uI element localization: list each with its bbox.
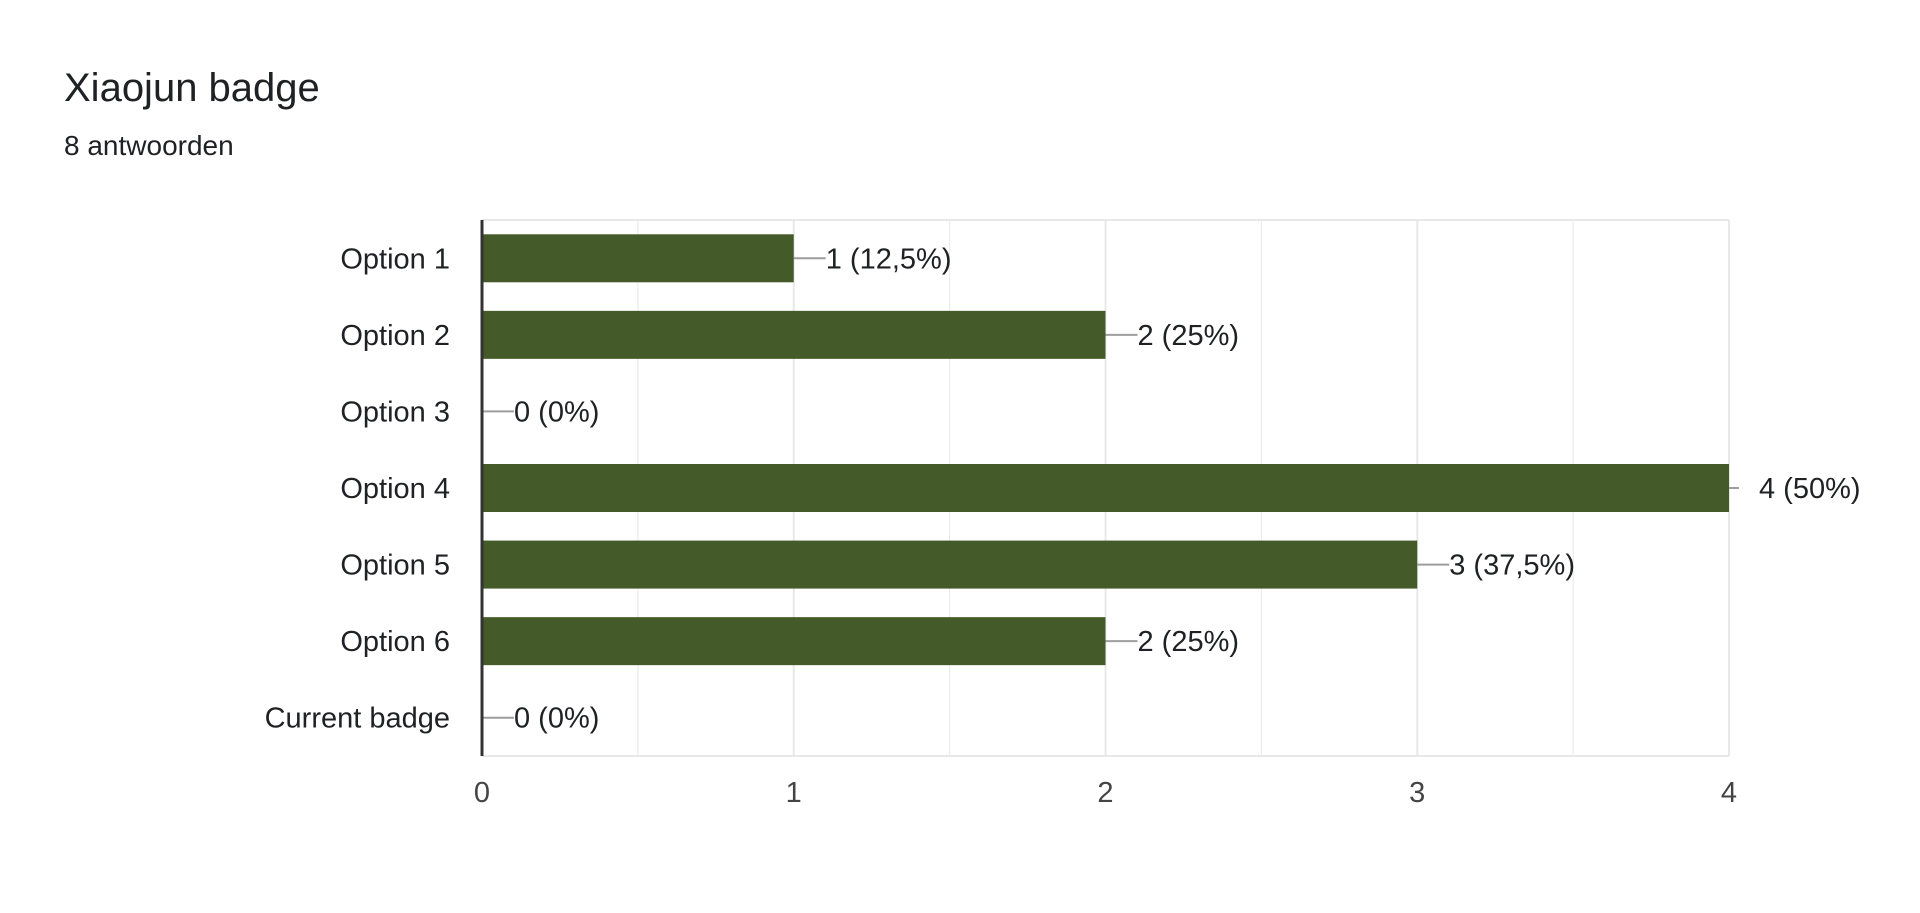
bar[interactable] (482, 540, 1418, 589)
x-tick-label: 3 (1409, 777, 1425, 809)
category-label: Option 5 (340, 550, 450, 582)
data-label: 2 (25%) (1138, 320, 1240, 352)
x-tick-label: 1 (786, 777, 802, 809)
category-label: Option 4 (340, 473, 450, 505)
data-label: 2 (25%) (1138, 626, 1240, 658)
category-label: Option 2 (340, 320, 450, 352)
bar[interactable] (482, 234, 794, 283)
x-tick-label: 0 (474, 777, 490, 809)
axes (480, 220, 1739, 756)
data-label: 4 (50%) (1759, 473, 1861, 505)
data-label: 0 (0%) (514, 396, 599, 428)
category-label: Option 1 (340, 243, 450, 275)
category-label: Option 6 (340, 626, 450, 658)
chart-title: Xiaojun badge (64, 66, 320, 110)
category-label: Option 3 (340, 396, 450, 428)
x-tick-label: 2 (1097, 777, 1113, 809)
bar[interactable] (482, 464, 1729, 512)
category-label: Current badge (265, 703, 450, 735)
labels: 1 (12,5%) Option 1 2 (25%) Option 2 0 (0%) Op… (265, 243, 1861, 809)
bars (482, 234, 1729, 666)
data-label: 1 (12,5%) (826, 243, 952, 275)
bar[interactable] (482, 310, 1106, 359)
bar[interactable] (482, 617, 1106, 666)
data-label: 0 (0%) (514, 703, 599, 735)
x-tick-label: 4 (1721, 777, 1737, 809)
response-count: 8 antwoorden (64, 130, 234, 161)
data-label: 3 (37,5%) (1449, 550, 1575, 582)
